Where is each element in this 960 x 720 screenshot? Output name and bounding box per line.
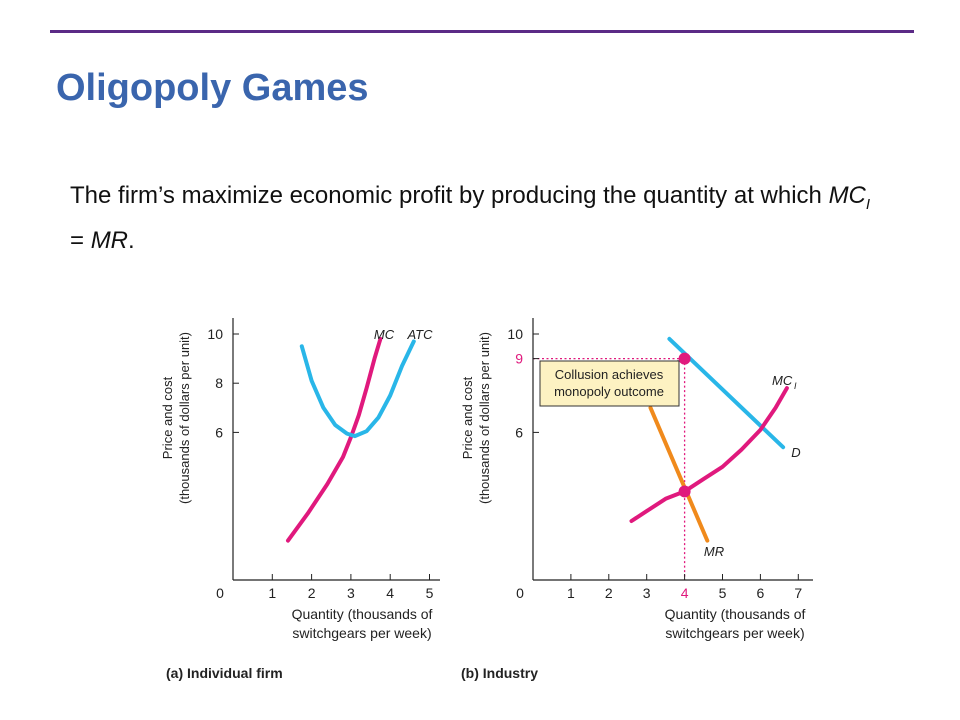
panel-b-chart: 0 1 2 3 4 5 6 7 10 9 6 Price and cost (thousands of …	[460, 318, 813, 681]
panel-a-chart: 0 1 2 3 4 5 10 8 6 Price and cost (thousands of do…	[160, 318, 440, 681]
panel-b-y-title-line2: (thousands of dollars per unit)	[477, 332, 492, 504]
panel-b-x-tick-label: 6	[757, 585, 765, 601]
panel-b-series-d	[667, 336, 786, 450]
panel-a-x-title-line1: Quantity (thousands of	[292, 606, 433, 622]
mr-label: MR	[90, 226, 129, 254]
panel-a-y-tick-label: 6	[215, 424, 223, 440]
sentence-start: The firm’s maximize economic profit by p…	[70, 182, 829, 209]
title-rule	[50, 30, 914, 33]
panel-b-series-mr	[648, 405, 710, 543]
panel-b-y-title-line1: Price and cost	[460, 376, 475, 459]
panel-b-y-title: Price and cost (thousands of dollars per …	[460, 332, 492, 504]
panel-b-callout-leader	[647, 360, 679, 368]
panel-a-series-atc	[299, 339, 416, 439]
panel-b-equilibrium-point	[678, 485, 691, 498]
panel-a-x-tick-label: 3	[347, 585, 355, 601]
panel-b-x-tick-label: 3	[643, 585, 651, 601]
panel-b-x-tick-label: 4	[681, 585, 689, 601]
panel-a-y-tick-label: 8	[215, 375, 223, 391]
panel-a-series-mc	[286, 336, 383, 543]
body-text: The firm’s maximize economic profit by p…	[70, 178, 890, 259]
panel-b-callout-box	[539, 360, 680, 407]
equals-sign: =	[70, 226, 91, 254]
panel-a-y-title-line1: Price and cost	[160, 376, 175, 459]
panel-a-x-tick-label: 1	[268, 585, 276, 601]
panel-a-x-tick-label: 0	[216, 585, 224, 601]
panel-b-y-tick-label: 10	[507, 326, 523, 342]
panel-a-x-tick-label: 2	[308, 585, 316, 601]
panel-b-label-mr: MR	[704, 544, 724, 559]
panel-b-x-tick-label: 5	[719, 585, 727, 601]
panel-b-x-title-line1: Quantity (thousands of	[665, 606, 806, 622]
mc-label: MC	[828, 182, 866, 209]
panel-b-callout-line1: Collusion achieves	[555, 367, 664, 382]
panel-b-label-d: D	[791, 445, 800, 460]
panel-a-label-atc: ATC	[406, 327, 433, 342]
panel-a-label-mc: MC	[374, 327, 395, 342]
panel-b-equilibrium-point	[678, 352, 691, 365]
panel-a-y-title: Price and cost (thousands of dollars per …	[160, 332, 192, 504]
panel-a-y-title-line2: (thousands of dollars per unit)	[177, 332, 192, 504]
panel-b-x-tick-label: 2	[605, 585, 613, 601]
panel-b-callout-line2: monopoly outcome	[554, 384, 664, 399]
panel-b-y-tick-label: 6	[515, 424, 523, 440]
panel-b-label-mci-subscript: I	[794, 381, 797, 391]
panel-b-label-mci: MC	[772, 373, 793, 388]
panel-a-x-tick-label: 4	[386, 585, 394, 601]
panel-a-x-tick-label: 5	[426, 585, 434, 601]
panel-b-x-tick-label: 7	[794, 585, 802, 601]
mc-subscript: I	[865, 195, 871, 213]
sentence-end: .	[128, 226, 135, 254]
panel-b-caption: (b) Industry	[461, 665, 538, 681]
panel-b-x-tick-label: 1	[567, 585, 575, 601]
panel-b-series-mc	[629, 386, 789, 523]
panel-b-x-tick-label: 0	[516, 585, 524, 601]
panel-a-caption: (a) Individual firm	[166, 665, 283, 681]
panel-b-x-title-line2: switchgears per week)	[665, 625, 804, 641]
panel-b-y-tick-label: 9	[515, 351, 523, 367]
panel-a-x-title-line2: switchgears per week)	[292, 625, 431, 641]
panel-a-y-tick-label: 10	[207, 326, 223, 342]
slide-title: Oligopoly Games	[56, 67, 369, 109]
